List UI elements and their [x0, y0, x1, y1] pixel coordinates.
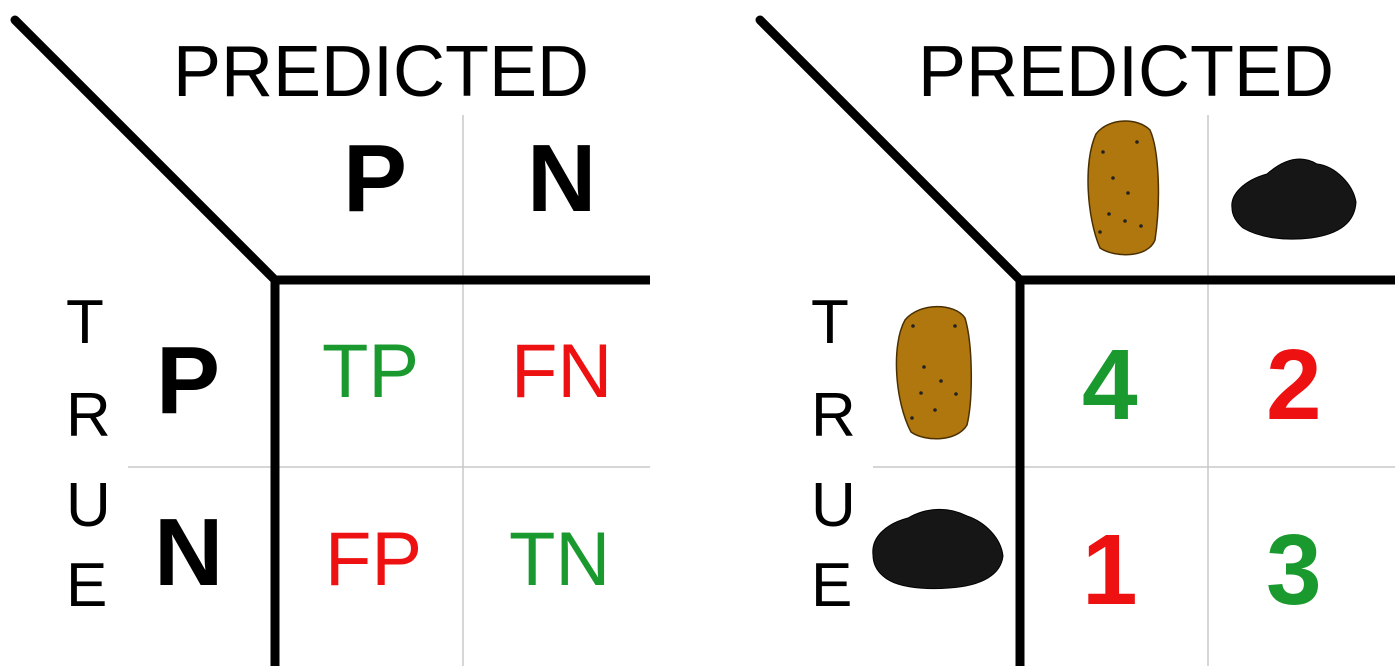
potato-icon — [1087, 120, 1160, 256]
matrix-grid — [755, 15, 1395, 666]
cell-true-negative: TN — [509, 517, 611, 602]
row-header-positive: P — [156, 327, 221, 434]
predicted-label: PREDICTED — [173, 32, 590, 112]
true-label-letter: U — [66, 471, 111, 540]
row-header-negative: N — [154, 499, 224, 606]
true-label-letter: U — [811, 471, 856, 540]
confusion-matrix-legend: PREDICTED P N T R U E P N TP FN FP TN — [10, 15, 650, 666]
cell-true-positive: TP — [322, 329, 420, 414]
true-label-letter: E — [66, 551, 108, 620]
confusion-matrix-example: PREDICTED T R U E 4 2 1 3 — [745, 0, 1400, 666]
cell-false-negative: FN — [511, 329, 613, 414]
count-true-positive: 4 — [1082, 329, 1138, 441]
predicted-label: PREDICTED — [918, 32, 1335, 112]
cell-false-positive: FP — [325, 517, 423, 602]
col-header-negative: N — [527, 125, 597, 232]
matrix-grid — [10, 15, 650, 666]
true-label-letter: T — [811, 288, 849, 357]
true-label-letter: T — [66, 288, 104, 357]
potato-icon — [895, 305, 973, 440]
count-false-positive: 1 — [1082, 514, 1138, 626]
rock-icon — [872, 508, 1004, 590]
true-label-letter: R — [66, 381, 111, 450]
count-false-negative: 2 — [1266, 329, 1322, 441]
rock-icon — [1231, 158, 1357, 240]
count-true-negative: 3 — [1266, 514, 1322, 626]
true-label-letter: E — [811, 551, 853, 620]
col-header-positive: P — [343, 125, 408, 232]
true-label-letter: R — [811, 381, 856, 450]
